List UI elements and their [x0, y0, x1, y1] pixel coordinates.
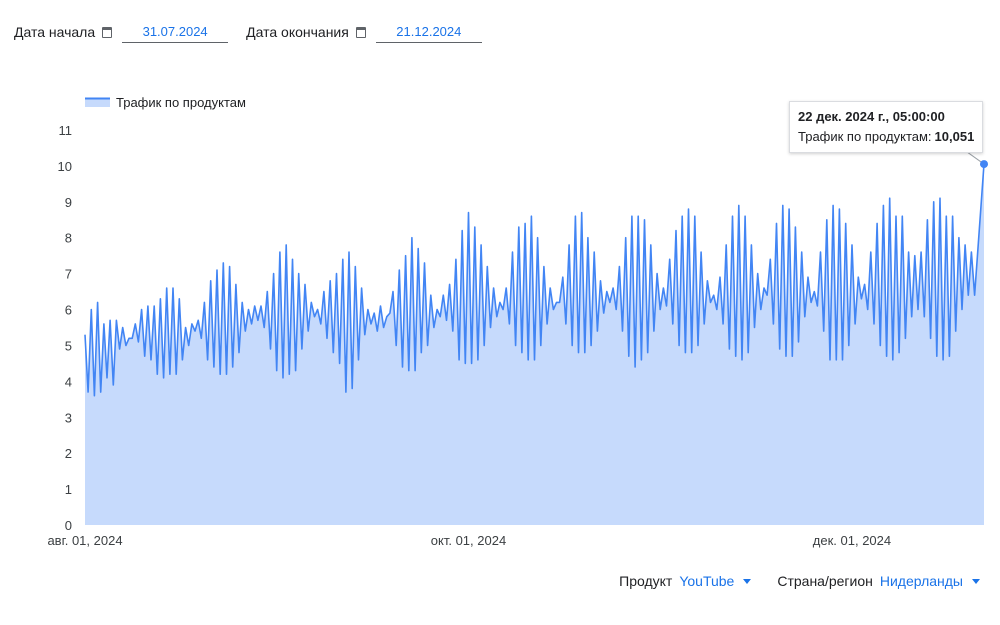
- y-tick-label: 1: [65, 482, 72, 497]
- start-date-group: Дата начала 31.07.2024: [14, 21, 229, 43]
- x-tick-label: дек. 01, 2024: [813, 533, 891, 548]
- y-tick-label: 11: [59, 123, 73, 138]
- tooltip-series-label: Трафик по продуктам:: [798, 129, 932, 144]
- y-tick-label: 0: [65, 518, 72, 533]
- y-tick-label: 5: [65, 338, 72, 353]
- calendar-icon[interactable]: [102, 26, 113, 38]
- series-area: [85, 164, 984, 525]
- legend-label: Трафик по продуктам: [116, 95, 246, 110]
- y-tick-label: 10: [58, 159, 72, 174]
- region-filter-value[interactable]: Нидерланды: [879, 573, 963, 589]
- y-tick-label: 2: [65, 446, 72, 461]
- y-tick-label: 3: [65, 410, 72, 425]
- legend-swatch: [85, 98, 110, 107]
- end-date-input[interactable]: 21.12.2024: [375, 21, 482, 43]
- calendar-icon[interactable]: [355, 26, 366, 38]
- x-axis: авг. 01, 2024 окт. 01, 2024 дек. 01, 2024: [47, 533, 891, 548]
- start-date-label: Дата начала: [14, 24, 96, 40]
- tooltip-value: 10,051: [934, 129, 975, 144]
- x-tick-label: окт. 01, 2024: [431, 533, 506, 548]
- hover-point[interactable]: [980, 160, 988, 169]
- region-filter[interactable]: Страна/регион Нидерланды: [777, 573, 980, 589]
- product-filter-value[interactable]: YouTube: [679, 573, 735, 589]
- product-filter-label: Продукт: [619, 573, 673, 589]
- date-controls: Дата начала 31.07.2024 Дата окончания 21…: [14, 20, 500, 44]
- data-tooltip: 22 дек. 2024 г., 05:00:00 Трафик по прод…: [789, 101, 984, 153]
- region-filter-label: Страна/регион: [777, 573, 873, 589]
- x-tick-label: авг. 01, 2024: [47, 533, 122, 548]
- y-axis: 0 1 2 3 4 5 6 7 8 9 10 11: [58, 123, 72, 533]
- end-date-label: Дата окончания: [246, 24, 349, 40]
- start-date-input[interactable]: 31.07.2024: [122, 21, 229, 43]
- end-date-group: Дата окончания 21.12.2024: [246, 21, 482, 43]
- product-filter[interactable]: Продукт YouTube: [619, 573, 752, 589]
- series-line[interactable]: [84, 164, 985, 397]
- chart-legend[interactable]: Трафик по продуктам: [85, 95, 246, 110]
- y-tick-label: 9: [65, 195, 72, 210]
- traffic-chart: Трафик по продуктам 0 1 2 3 4 5 6 7 8 9 10 11 авг. …: [47, 95, 988, 548]
- y-tick-label: 8: [65, 231, 72, 246]
- chevron-down-icon[interactable]: [972, 578, 980, 584]
- filters-bar: Продукт YouTube Страна/регион Нидерланды: [593, 570, 980, 592]
- tooltip-title: 22 дек. 2024 г., 05:00:00: [798, 109, 945, 124]
- y-tick-label: 7: [65, 267, 72, 282]
- y-tick-label: 6: [65, 303, 72, 318]
- y-tick-label: 4: [65, 374, 72, 389]
- chevron-down-icon[interactable]: [743, 578, 752, 584]
